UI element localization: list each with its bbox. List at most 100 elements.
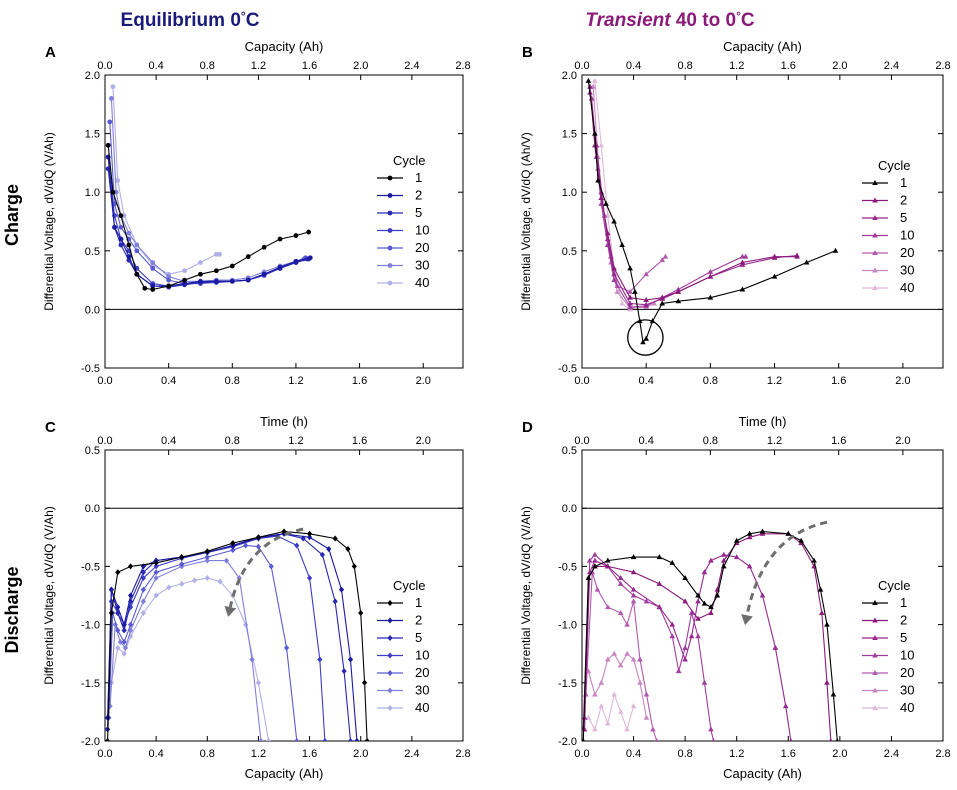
data-point-cycle-20 [268, 563, 274, 570]
y-tick-label: 0.0 [562, 304, 577, 316]
data-point-cycle-40 [255, 679, 262, 686]
x-tick-label-top: 0.4 [639, 435, 654, 447]
row-label-discharge: Discharge [2, 566, 22, 653]
panel-b: -0.50.00.51.01.52.00.0 0.4 0.8 1.2 1.6 2.00.0… [519, 39, 951, 387]
series-line-cycle-30 [110, 98, 305, 282]
data-point-cycle-10 [592, 551, 598, 557]
column-title-part: C [741, 10, 755, 31]
series-cycle-10 [588, 95, 749, 310]
x-tick-label-bottom: 0.8 [225, 375, 240, 387]
series-line-cycle-10 [584, 554, 715, 741]
data-point-cycle-2 [126, 254, 132, 260]
data-point-cycle-5 [319, 551, 325, 558]
data-point-cycle-1 [108, 609, 114, 616]
legend-label-cycle-10: 10 [900, 228, 914, 243]
series-line-cycle-5 [584, 554, 792, 741]
data-point-cycle-2 [121, 621, 127, 628]
legend-label-cycle-20: 20 [415, 240, 429, 255]
highlight-circle [627, 319, 664, 356]
series-line-cycle-20 [108, 544, 298, 741]
x-tick-label-bottom: 2.0 [416, 375, 431, 387]
data-point-cycle-20 [255, 543, 262, 550]
y-tick-label: -1.5 [81, 678, 100, 690]
data-point-cycle-2 [182, 281, 187, 287]
data-point-cycle-40 [217, 251, 222, 257]
data-point-cycle-1 [142, 285, 148, 291]
column-title-part: C [246, 10, 260, 31]
series-cycle-30 [108, 96, 307, 284]
data-point-cycle-2 [108, 586, 114, 593]
legend-marker-cycle-30 [387, 263, 393, 268]
legend-title: Cycle [878, 158, 911, 173]
data-point-cycle-40 [191, 577, 198, 584]
data-point-cycle-5 [782, 703, 789, 709]
column-titles: Equilibrium 0°C Transient 40 to 0°C [121, 9, 755, 31]
series-cycle-5 [105, 166, 312, 290]
column-title-1: Equilibrium 0°C [121, 9, 260, 31]
legend-marker-cycle-30 [872, 687, 878, 693]
data-point-cycle-1 [127, 563, 134, 570]
data-point-cycle-40 [617, 708, 624, 714]
data-point-cycle-20 [643, 271, 649, 277]
top-axis-label: Capacity (Ah) [245, 39, 324, 54]
data-point-cycle-30 [127, 627, 134, 634]
data-point-cycle-2 [347, 656, 354, 663]
data-point-cycle-10 [682, 644, 688, 650]
legend-label-cycle-30: 30 [415, 683, 429, 698]
row-label-charge: Charge [2, 184, 22, 246]
data-point-cycle-1 [759, 528, 766, 534]
data-point-cycle-1 [627, 265, 633, 271]
data-point-cycle-5 [121, 627, 127, 634]
data-point-cycle-5 [701, 569, 708, 575]
column-title-part: ° [241, 9, 246, 23]
x-tick-label-top: 0.8 [225, 435, 240, 447]
data-point-cycle-10 [701, 679, 708, 685]
x-tick-label-bottom: 1.6 [781, 748, 796, 760]
data-point-cycle-30 [122, 644, 129, 651]
panel-letter: C [45, 419, 56, 436]
x-tick-label-bottom: 2.4 [404, 748, 419, 760]
x-tick-label-bottom: 1.2 [767, 375, 782, 387]
series-cycle-20 [583, 569, 659, 741]
series-group [585, 77, 839, 345]
x-tick-label-bottom: 0.4 [639, 375, 654, 387]
data-point-cycle-1 [213, 268, 219, 274]
data-point-cycle-1 [619, 241, 625, 247]
data-point-cycle-30 [166, 274, 172, 279]
data-point-cycle-1 [817, 586, 824, 592]
data-point-cycle-10 [742, 253, 749, 259]
data-point-cycle-2 [721, 557, 727, 563]
y-tick-label: 0.5 [85, 246, 100, 258]
trend-arrow-head [741, 614, 753, 626]
data-point-cycle-2 [630, 569, 637, 575]
legend-marker-cycle-5 [872, 215, 878, 220]
x-tick-label-bottom: 2.4 [884, 748, 899, 760]
legend-marker-cycle-30 [872, 267, 878, 273]
series-cycle-1 [582, 528, 839, 741]
data-point-cycle-20 [107, 119, 113, 125]
data-point-cycle-40 [121, 650, 127, 657]
data-point-cycle-2 [643, 297, 649, 303]
data-point-cycle-10 [669, 633, 676, 639]
data-point-cycle-5 [592, 557, 598, 563]
legend-marker-cycle-20 [387, 670, 393, 676]
panel-letter: D [522, 419, 533, 436]
data-point-cycle-40 [598, 142, 605, 148]
trend-arrow-head [224, 605, 237, 617]
data-point-cycle-5 [733, 554, 740, 560]
data-point-cycle-2 [354, 738, 360, 741]
data-point-cycle-2 [115, 604, 121, 611]
data-point-cycle-2 [261, 271, 267, 277]
legend-title: Cycle [878, 578, 911, 593]
legend-marker-cycle-10 [872, 232, 878, 238]
data-point-cycle-2 [829, 738, 833, 741]
x-tick-label-top: 0.4 [161, 435, 176, 447]
data-point-cycle-1 [110, 189, 116, 195]
data-point-cycle-5 [669, 621, 676, 627]
legend-label-cycle-30: 30 [900, 263, 914, 278]
data-point-cycle-1 [640, 339, 646, 345]
series-cycle-40 [592, 77, 633, 312]
series-cycle-5 [105, 530, 354, 741]
data-point-cycle-1 [643, 335, 649, 341]
x-tick-label-bottom: 1.6 [831, 375, 846, 387]
